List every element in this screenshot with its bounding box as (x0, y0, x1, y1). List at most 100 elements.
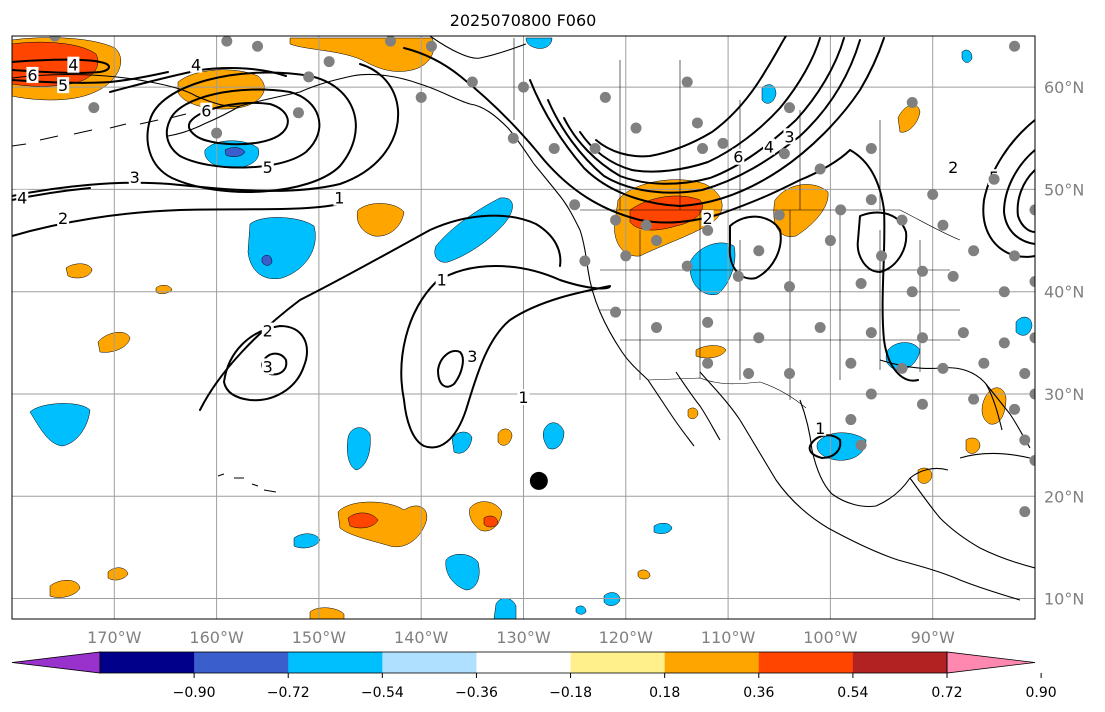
map-area: 6546453421123316432251 (12, 36, 1035, 619)
colorbar: −0.90 −0.72 −0.54 −0.36 −0.18 0.18 0.36 0.54 0.7… (11, 651, 1057, 701)
station-dot (968, 393, 980, 405)
contour-value-label: 2 (263, 322, 273, 341)
contour-value-label: 1 (437, 270, 447, 289)
contour-lines (12, 36, 1035, 459)
longitude-label: 90°W (911, 628, 955, 647)
station-dot (425, 40, 437, 52)
latitude-label: 40°N (1044, 283, 1084, 302)
station-dot (824, 235, 836, 247)
contour-label-bg (57, 210, 70, 227)
station-dot (937, 362, 949, 374)
station-dot (1009, 403, 1021, 415)
station-dot (292, 107, 304, 119)
contour-label-bg (261, 322, 274, 339)
station-dot (783, 102, 795, 114)
anomaly-positive (357, 203, 405, 237)
station-dot (303, 71, 315, 83)
aleutian-islands (12, 113, 187, 147)
colorbar-tick-label: 0.54 (837, 685, 868, 701)
station-dot (865, 194, 877, 206)
station-dot (773, 209, 785, 221)
station-dot (221, 36, 233, 47)
anomaly-positive (65, 263, 93, 279)
contour-4 (146, 71, 357, 193)
station-dot (1029, 388, 1035, 400)
anomaly-positive (981, 387, 1007, 425)
station-dot (88, 102, 100, 114)
contour-label-bg (67, 56, 80, 73)
contour-value-label: 4 (17, 189, 27, 208)
colorbar-segment (476, 652, 572, 673)
station-dot (252, 40, 264, 52)
contour-value-label: 6 (733, 148, 743, 167)
colorbar-tick-label: 0.36 (743, 685, 774, 701)
contour-1 (849, 149, 919, 382)
contour-label-bg (16, 189, 29, 206)
colorbar-tick-label: 0.90 (1026, 685, 1057, 701)
station-dot (855, 439, 867, 451)
station-dot (640, 219, 652, 231)
station-dot (1019, 506, 1031, 518)
map-title: 2025070800 F060 (450, 11, 597, 30)
station-dot (650, 235, 662, 247)
contour-label-bg (190, 56, 203, 73)
baja-california (647, 371, 721, 447)
station-dot (906, 96, 918, 108)
latitude-label: 50°N (1044, 180, 1084, 199)
station-dot (916, 332, 928, 344)
contour-1 (403, 47, 851, 224)
station-dot (681, 260, 693, 272)
station-dot (998, 286, 1010, 298)
contour-label-bg (200, 102, 213, 119)
contour-2 (223, 325, 308, 402)
contour-label-bg (763, 138, 776, 155)
station-dot (947, 270, 959, 282)
anomaly-negative (761, 84, 777, 104)
alaska-north-coast (429, 36, 527, 59)
station-dot (569, 199, 581, 211)
anomaly-negative (493, 598, 517, 619)
station-dot (865, 388, 877, 400)
contour-value-label: 4 (764, 138, 774, 157)
contour-6 (595, 36, 787, 158)
station-dot (814, 163, 826, 175)
station-dot (783, 368, 795, 380)
hawaii-islands (217, 473, 277, 493)
anomaly-strong-positive (483, 515, 499, 528)
colorbar-segment (100, 652, 195, 673)
longitude-label: 150°W (292, 628, 347, 647)
station-dot (599, 91, 611, 103)
station-dot (1009, 40, 1021, 52)
contour-label-bg (333, 189, 346, 206)
station-dot (702, 224, 714, 236)
contour-label-bg (466, 348, 479, 365)
contour-3 (547, 39, 861, 194)
station-dot (937, 219, 949, 231)
contour-1 (199, 214, 562, 411)
station-dot (845, 414, 857, 426)
longitude-label: 110°W (701, 628, 756, 647)
station-dot (630, 122, 642, 134)
station-dot (968, 245, 980, 257)
station-dot (1019, 434, 1031, 446)
contour-value-label: 2 (58, 209, 68, 228)
anomaly-negative (1015, 316, 1033, 336)
anomaly-positive (773, 184, 829, 237)
contour-value-label: 6 (201, 102, 211, 121)
contour-value-label: 2 (703, 209, 713, 228)
contour-value-label: 6 (27, 66, 37, 85)
anomaly-strong-negative (261, 254, 273, 266)
contour-label-bg (26, 66, 39, 83)
contour-label-bg (261, 158, 274, 175)
station-dot (876, 250, 888, 262)
longitude-label: 140°W (394, 628, 449, 647)
anomaly-positive (687, 407, 699, 419)
colorbar-segment (382, 652, 477, 673)
anomaly-negative (29, 403, 91, 447)
us-state-lines (600, 210, 960, 400)
colorbar-segment (852, 652, 948, 673)
anomaly-negative (575, 605, 587, 615)
longitude-label: 160°W (189, 628, 244, 647)
contour-5 (579, 37, 821, 173)
contour-2 (856, 211, 908, 273)
